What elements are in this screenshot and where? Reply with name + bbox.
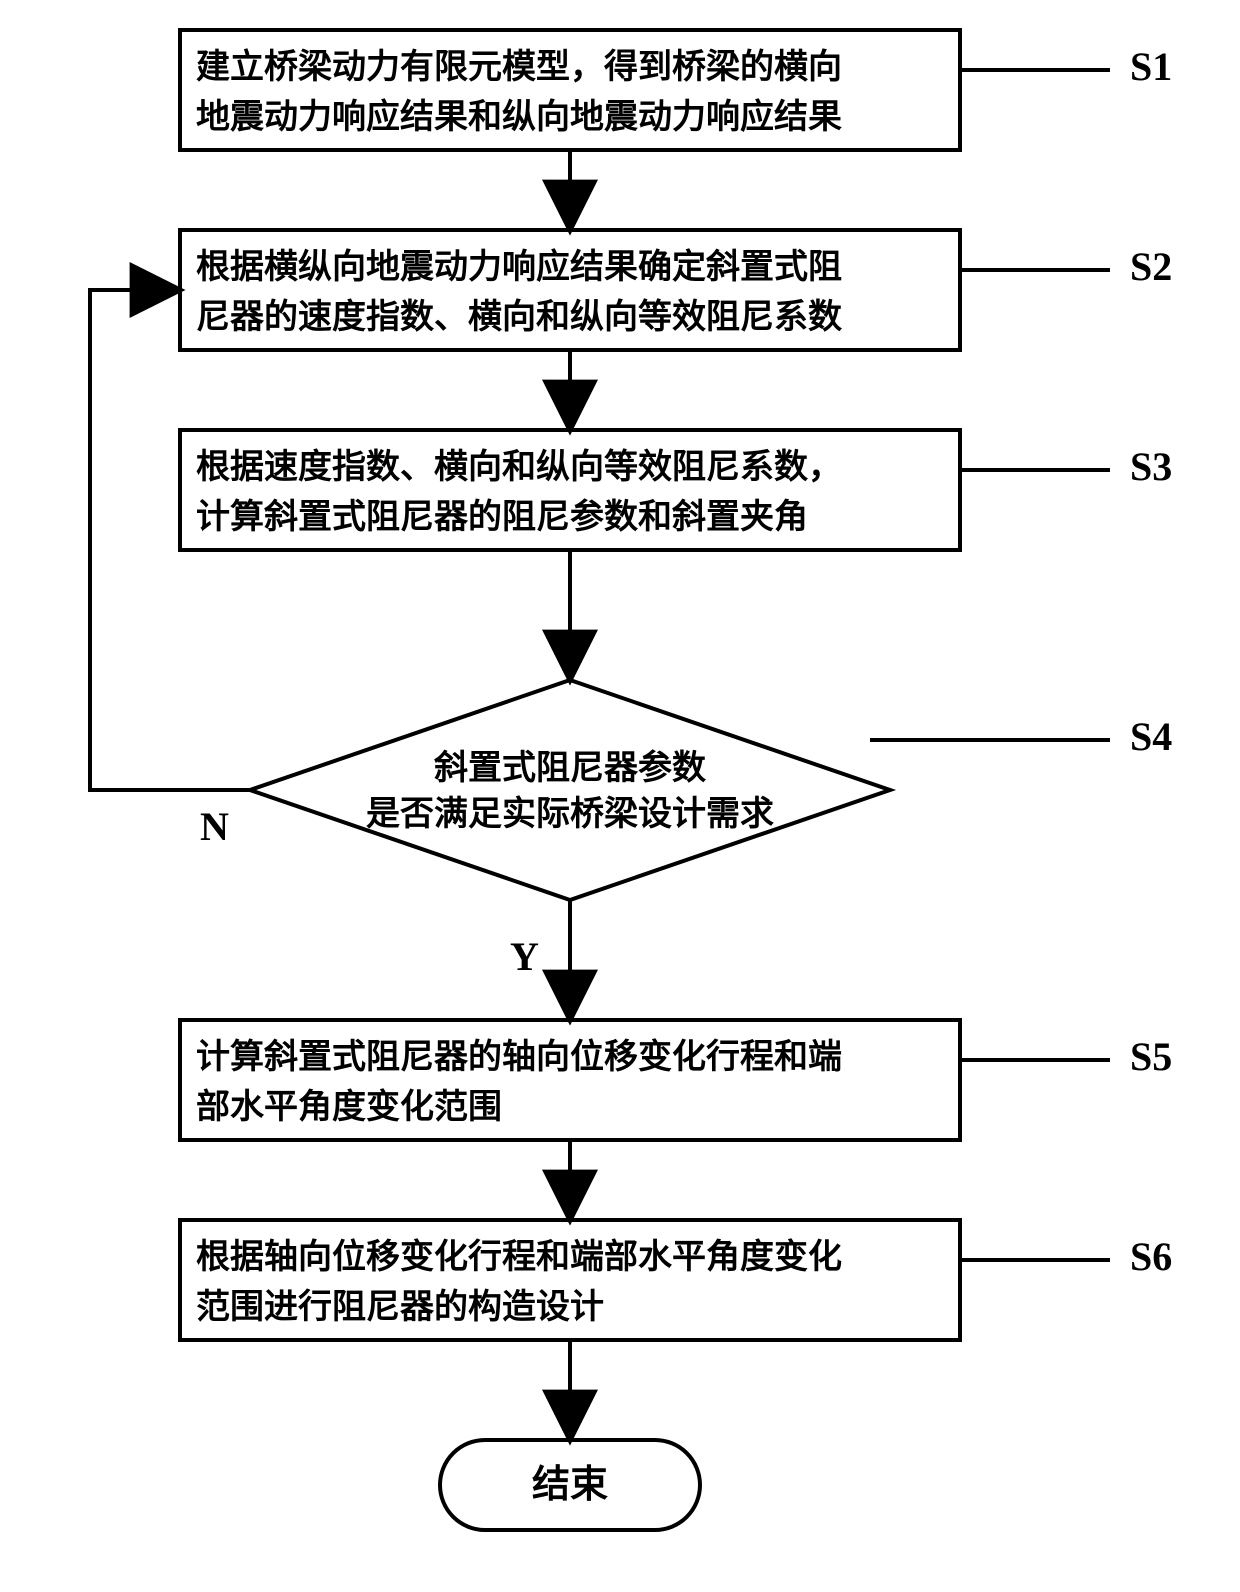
step-label-s2: S2 [1130,244,1172,289]
edge-label-Y: Y [510,934,539,979]
decision-s4-text: 斜置式阻尼器参数是否满足实际桥梁设计需求 [366,749,774,833]
step-label-s6: S6 [1130,1234,1172,1279]
step-label-s1: S1 [1130,44,1172,89]
step-s2-text: 根据横纵向地震动力响应结果确定斜置式阻尼器的速度指数、横向和纵向等效阻尼系数 [196,248,842,336]
step-s5-text: 计算斜置式阻尼器的轴向位移变化行程和端部水平角度变化范围 [196,1038,842,1126]
step-s3-text: 根据速度指数、横向和纵向等效阻尼系数，计算斜置式阻尼器的阻尼参数和斜置夹角 [196,448,842,536]
decision-s4 [250,680,890,900]
edge-s4-s2 [90,290,250,790]
step-label-s3: S3 [1130,444,1172,489]
step-label-s5: S5 [1130,1034,1172,1079]
step-s6-text: 根据轴向位移变化行程和端部水平角度变化范围进行阻尼器的构造设计 [196,1238,842,1326]
step-label-s4: S4 [1130,714,1172,759]
flowchart-canvas: 建立桥梁动力有限元模型，得到桥梁的横向地震动力响应结果和纵向地震动力响应结果根据… [0,0,1240,1592]
terminator-end-text: 结束 [532,1464,608,1506]
step-s1-text: 建立桥梁动力有限元模型，得到桥梁的横向地震动力响应结果和纵向地震动力响应结果 [196,48,842,136]
edge-label-N: N [200,804,229,849]
